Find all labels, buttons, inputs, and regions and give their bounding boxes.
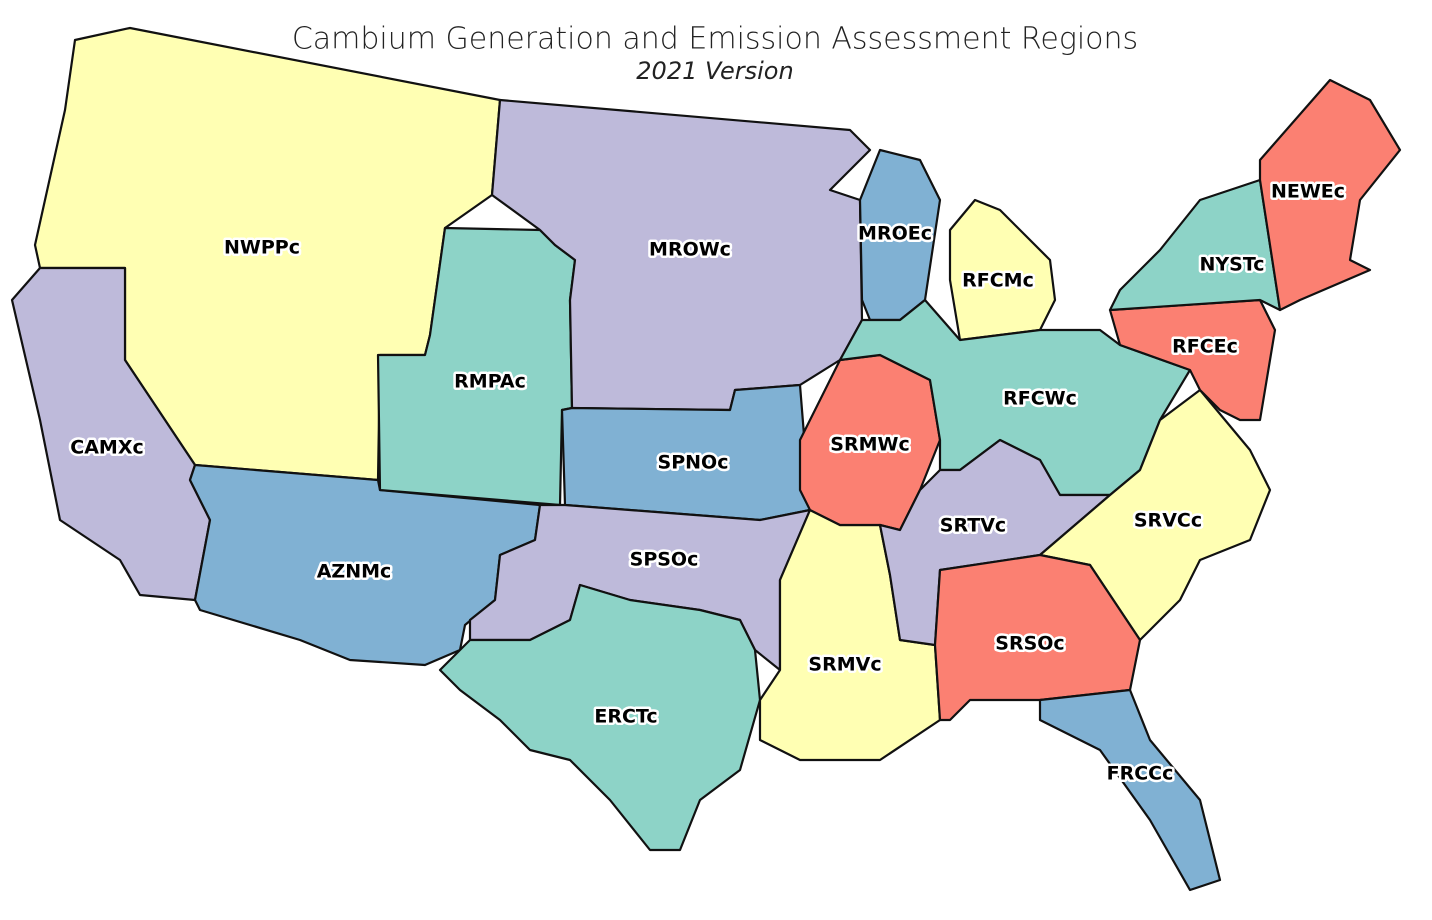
map-subtitle: 2021 Version	[636, 57, 793, 85]
region-label: RFCMc	[962, 270, 1034, 292]
labels: NWPPc CAMXc AZNMc RMPAc MROWc SPNOc SPSOc ERCTc…	[68, 178, 1348, 787]
region-label: NEWEc	[1271, 181, 1345, 203]
region	[438, 583, 762, 852]
region	[1258, 78, 1402, 312]
region	[948, 198, 1057, 342]
region	[1108, 178, 1282, 312]
region-label: MROEc	[858, 223, 932, 245]
region-label: RFCEc	[1172, 336, 1238, 358]
region-label: CAMXc	[70, 437, 143, 459]
region	[1038, 688, 1222, 892]
map-title: Cambium Generation and Emission Assessme…	[292, 22, 1138, 57]
region-label: ERCTc	[594, 706, 657, 728]
region-label: MROWc	[649, 239, 731, 261]
regions	[10, 26, 1402, 892]
region-label: NWPPc	[224, 237, 300, 259]
region-label: RFCWc	[1003, 388, 1077, 410]
region	[1108, 298, 1277, 422]
region-label: AZNMc	[317, 561, 392, 583]
region-label: FRCCc	[1107, 763, 1174, 785]
region-label: NYSTc	[1199, 254, 1264, 276]
region-label: SRVCc	[1134, 510, 1202, 532]
region-label: SRSOc	[995, 633, 1064, 655]
region-label: SPNOc	[658, 452, 729, 474]
region-label: SRMVc	[808, 654, 881, 676]
region-label: SPSOc	[630, 549, 699, 571]
region-label: RMPAc	[454, 371, 526, 393]
region-label: SRMWc	[830, 434, 909, 456]
region-label: SRTVc	[940, 515, 1006, 537]
